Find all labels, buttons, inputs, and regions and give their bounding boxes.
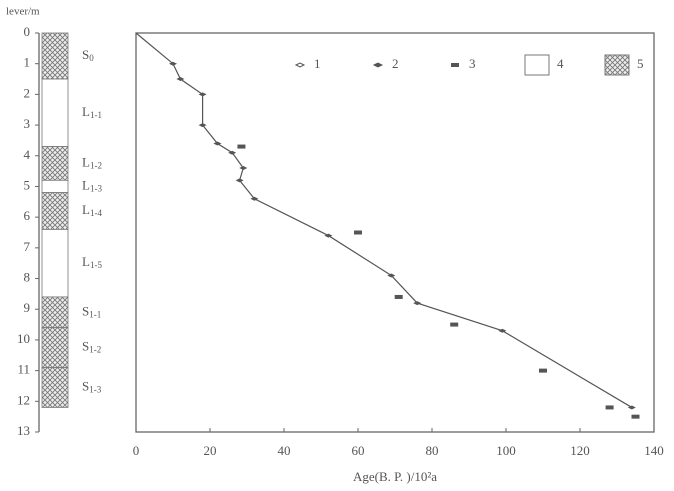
legend-symbol [372,62,384,68]
x-axis-label: Age(B. P. )/10²a [353,469,437,484]
point [250,196,259,201]
point [324,233,333,238]
point [176,77,185,82]
legend-label: 3 [469,56,476,71]
point [631,414,640,419]
y-axis-label: lever/m [6,6,40,18]
y-tick-label: 4 [24,147,31,162]
stratum [41,229,69,298]
x-tick-label: 80 [426,443,439,458]
stratum-label: L1-2 [82,154,102,170]
y-tick-label: 1 [24,55,31,70]
x-tick-label: 100 [496,443,516,458]
point [498,328,507,333]
point [237,144,246,149]
point [228,150,237,155]
stratum [41,32,69,80]
legend-symbol [294,62,306,68]
line [135,32,633,408]
point [605,405,614,410]
stratum-label: S1-3 [82,378,102,394]
stratum [41,192,69,230]
stratum-label: S1-1 [82,303,101,319]
legend-label: 4 [557,56,564,71]
stratum-label: L1-3 [82,177,102,193]
y-tick-label: 5 [24,177,31,192]
point [450,322,459,327]
x-tick-label: 60 [352,443,365,458]
y-tick-label: 2 [24,85,31,100]
point [198,92,207,97]
point [394,294,403,299]
legend-symbol [524,54,550,76]
point [354,230,362,235]
point [239,166,248,171]
y-tick-label: 13 [17,423,30,438]
y-tick-label: 9 [24,300,31,315]
point [539,368,547,373]
x-tick-label: 120 [570,443,590,458]
y-tick-label: 3 [24,116,31,131]
stratum [41,146,69,181]
point [413,301,422,306]
point [387,273,396,278]
legend-label: 2 [392,56,399,71]
y-tick-label: 8 [24,270,31,285]
x-tick-label: 0 [133,443,140,458]
y-tick-label: 11 [17,362,30,377]
legend-symbol [451,63,459,67]
y-tick-label: 0 [24,24,31,39]
stratum-label: L1-1 [82,104,102,120]
y-tick-label: 6 [24,208,31,223]
legend-label: 1 [314,56,321,71]
stratum-label: L1-4 [82,202,102,218]
stratum-label: S0 [82,47,94,63]
legend-symbol [604,54,630,76]
y-tick-label: 7 [24,239,31,254]
stratum-label: L1-5 [82,254,102,270]
stratum [41,78,69,147]
x-tick-label: 140 [644,443,664,458]
point [213,141,222,146]
stratum [41,367,69,408]
stratum [41,179,69,193]
plot-frame [135,32,655,433]
point [627,405,636,410]
y-tick-label: 10 [17,331,30,346]
point [235,178,244,183]
x-tick-label: 40 [278,443,291,458]
stratum [41,296,69,329]
x-tick-label: 20 [204,443,217,458]
stratum-label: S1-2 [82,339,101,355]
point [198,123,207,128]
stratum [41,327,69,368]
y-tick-label: 12 [17,392,30,407]
point [169,61,177,66]
legend-label: 5 [637,56,644,71]
